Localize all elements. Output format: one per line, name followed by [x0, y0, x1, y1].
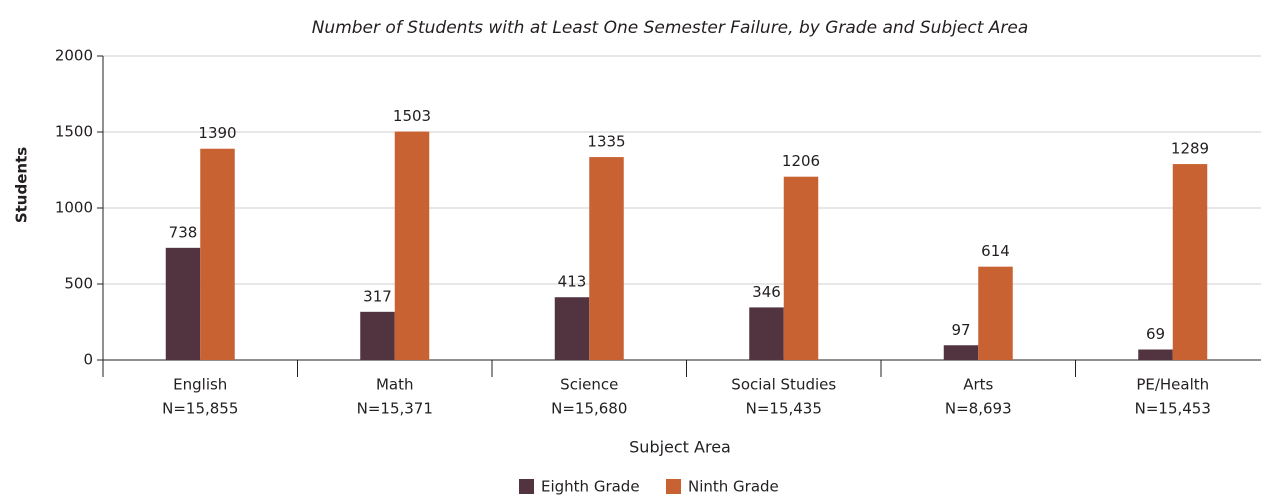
bar: [1138, 349, 1173, 360]
x-tick-label: English: [173, 376, 227, 394]
data-label: 317: [363, 287, 392, 305]
x-tick-label: Science: [560, 376, 618, 394]
data-label: 1390: [198, 124, 236, 142]
data-label: 1289: [1171, 140, 1209, 158]
legend-label: Ninth Grade: [688, 478, 779, 495]
data-label: 1206: [782, 152, 820, 170]
legend-swatch: [519, 479, 534, 494]
bar: [200, 148, 235, 360]
x-tick-note: N=15,680: [551, 400, 627, 418]
bar: [943, 345, 979, 360]
x-tick-note: N=15,371: [357, 400, 433, 418]
x-tick-note: N=15,855: [162, 400, 238, 418]
bar: [749, 307, 784, 360]
x-tick-label: Math: [376, 376, 414, 394]
y-tick-label: 1500: [55, 123, 93, 141]
x-tick-note: N=15,453: [1135, 400, 1211, 418]
y-tick-label: 0: [83, 351, 93, 369]
legend-label: Eighth Grade: [541, 478, 640, 495]
bar: [360, 311, 395, 360]
data-label: 413: [558, 273, 587, 291]
y-tick-label: 500: [64, 275, 93, 293]
data-label: 614: [981, 242, 1010, 260]
y-tick-label: 2000: [55, 47, 93, 65]
bar: [978, 266, 1013, 360]
x-axis-title: Subject Area: [629, 438, 731, 457]
data-label: 69: [1146, 325, 1165, 343]
y-axis-title: Students: [13, 147, 31, 223]
data-label: 97: [951, 321, 970, 339]
x-tick-label: Arts: [963, 376, 993, 394]
x-tick-note: N=15,435: [746, 400, 822, 418]
legend-swatch: [666, 479, 681, 494]
bar: [589, 157, 624, 360]
x-tick-label: Social Studies: [731, 376, 836, 394]
data-label: 346: [752, 283, 781, 301]
bar: [1172, 164, 1208, 360]
chart-title: Number of Students with at Least One Sem…: [312, 18, 1029, 38]
data-label: 738: [169, 223, 198, 241]
bar: [554, 297, 590, 360]
bar: [783, 176, 819, 360]
data-label: 1335: [587, 133, 625, 151]
y-tick-label: 1000: [55, 199, 93, 217]
x-tick-note: N=8,693: [945, 400, 1012, 418]
x-tick-label: PE/Health: [1136, 376, 1209, 394]
bar: [394, 131, 430, 360]
bar: [165, 247, 201, 360]
data-label: 1503: [393, 107, 431, 125]
